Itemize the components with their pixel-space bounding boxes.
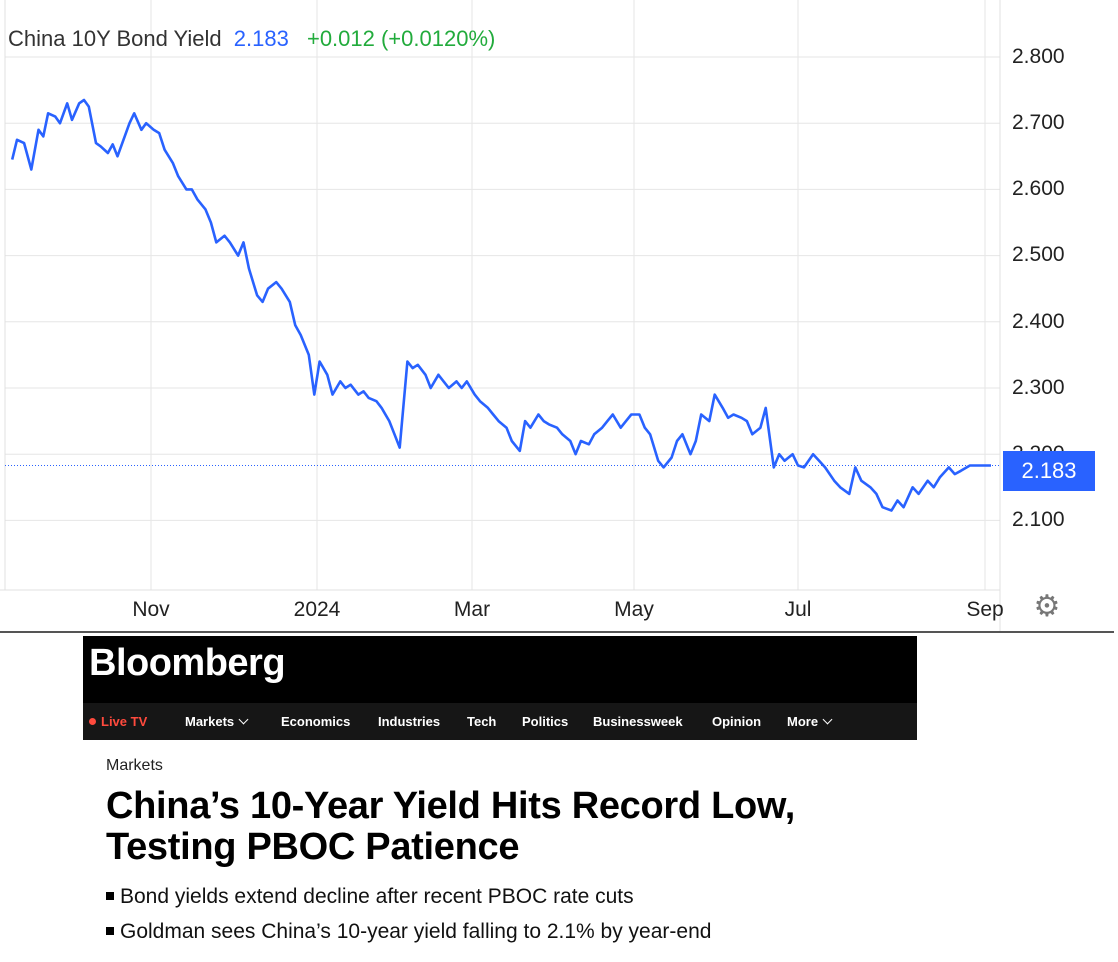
nav-item-opinion[interactable]: Opinion [712, 714, 762, 729]
nav-item-businessweek[interactable]: Businessweek [593, 714, 683, 729]
chart-title-change: +0.012 (+0.0120%) [306, 26, 496, 51]
x-tick-label: Mar [453, 598, 491, 621]
y-tick-label: 2.600 [1012, 177, 1065, 200]
x-tick-label: 2024 [293, 598, 341, 621]
x-tick-label: Nov [132, 598, 170, 621]
y-tick-label: 2.500 [1012, 243, 1065, 266]
bullet-square-icon [106, 892, 114, 900]
nav-bar: Live TV Markets Economics Industries Tec… [83, 703, 917, 740]
nav-item-markets[interactable]: Markets [185, 703, 249, 740]
divider [0, 631, 1114, 633]
nav-live-tv[interactable]: Live TV [89, 703, 147, 740]
chart-title-name: China 10Y Bond Yield [8, 26, 222, 51]
nav-item-tech[interactable]: Tech [467, 714, 497, 729]
live-dot-icon [89, 718, 96, 725]
article-headline: China’s 10-Year Yield Hits Record Low, Te… [106, 786, 926, 868]
bloomberg-logo[interactable]: Bloomberg [89, 642, 286, 684]
y-tick-label: 2.300 [1012, 376, 1065, 399]
y-tick-label: 2.700 [1012, 111, 1065, 134]
chevron-down-icon [822, 714, 833, 725]
headline-line-2: Testing PBOC Patience [106, 826, 520, 868]
x-tick-label: Jul [784, 598, 812, 621]
chart-title-value: 2.183 [233, 26, 289, 51]
y-tick-label: 2.400 [1012, 310, 1065, 333]
nav-item-politics[interactable]: Politics [522, 714, 569, 729]
chart-title: China 10Y Bond Yield 2.183 +0.012 (+0.01… [8, 26, 495, 52]
nav-item-industries[interactable]: Industries [378, 714, 441, 729]
bloomberg-header: Bloomberg Live TV Markets Economics Indu… [83, 636, 917, 740]
bullet-square-icon [106, 927, 114, 935]
y-tick-label: 2.100 [1012, 508, 1065, 531]
article-bullet: Bond yields extend decline after recent … [106, 885, 634, 909]
gear-icon[interactable]: ⚙ [1033, 590, 1061, 623]
headline-line-1: China’s 10-Year Yield Hits Record Low, [106, 785, 796, 827]
y-tick-label: 2.800 [1012, 45, 1065, 68]
last-price-tag: 2.183 [1003, 451, 1095, 491]
x-tick-label: Sep [966, 598, 1004, 621]
nav-item-economics[interactable]: Economics [281, 714, 351, 729]
yield-series-line [10, 98, 991, 512]
article-kicker[interactable]: Markets [106, 757, 163, 774]
nav-live-label: Live TV [101, 714, 148, 729]
x-tick-label: May [614, 598, 654, 621]
nav-item-more[interactable]: More [787, 703, 833, 740]
chevron-down-icon [238, 714, 249, 725]
yield-chart [0, 0, 1001, 632]
article-bullet: Goldman sees China’s 10-year yield falli… [106, 920, 711, 944]
